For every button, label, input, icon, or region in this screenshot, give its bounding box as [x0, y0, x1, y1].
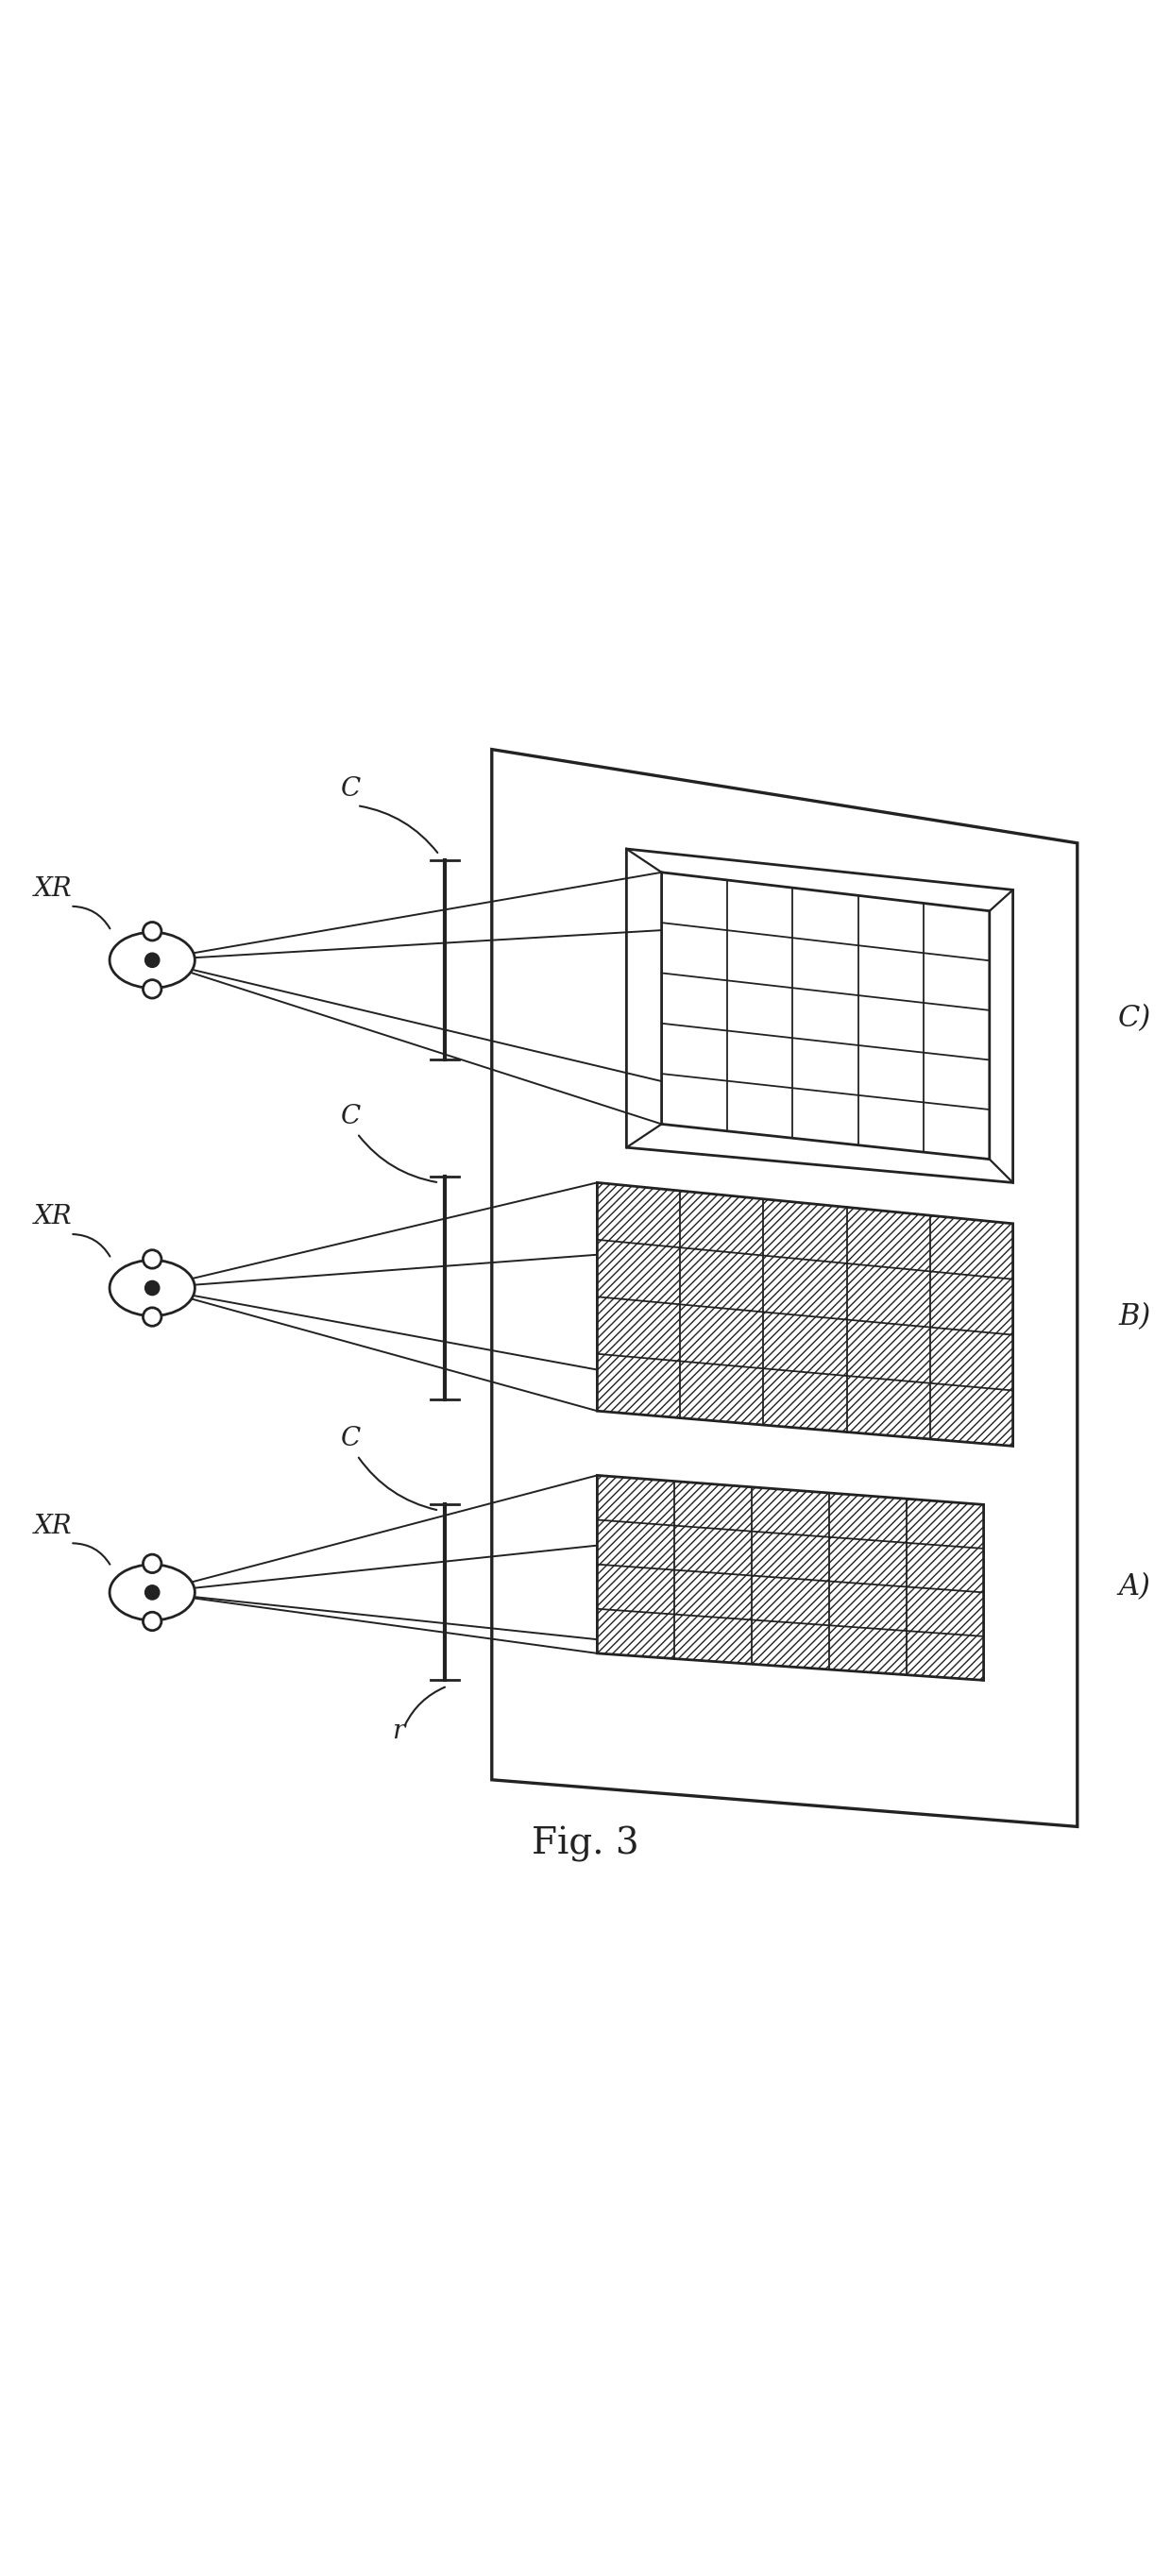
Text: Fig. 3: Fig. 3 — [532, 1826, 639, 1862]
Circle shape — [143, 1309, 162, 1327]
Circle shape — [145, 1280, 159, 1296]
Text: B): B) — [1118, 1303, 1151, 1332]
Polygon shape — [597, 1476, 984, 1680]
Ellipse shape — [110, 933, 194, 989]
Circle shape — [145, 1584, 159, 1600]
Text: C): C) — [1118, 1005, 1151, 1033]
Polygon shape — [597, 1182, 1013, 1445]
Text: XR: XR — [34, 1203, 71, 1229]
Circle shape — [143, 1553, 162, 1574]
Text: C: C — [341, 1427, 362, 1453]
Polygon shape — [492, 750, 1077, 1826]
Circle shape — [143, 1249, 162, 1267]
Polygon shape — [662, 873, 989, 1159]
Text: r: r — [392, 1718, 404, 1744]
Polygon shape — [626, 850, 1013, 1182]
Text: XR: XR — [34, 876, 71, 902]
Text: XR: XR — [34, 1515, 71, 1540]
Text: C: C — [341, 1105, 362, 1131]
Ellipse shape — [110, 1260, 194, 1316]
Circle shape — [143, 1613, 162, 1631]
Text: C: C — [341, 775, 362, 801]
Ellipse shape — [110, 1564, 194, 1620]
Circle shape — [143, 922, 162, 940]
Circle shape — [145, 953, 159, 969]
Circle shape — [143, 979, 162, 997]
Text: A): A) — [1118, 1571, 1150, 1602]
